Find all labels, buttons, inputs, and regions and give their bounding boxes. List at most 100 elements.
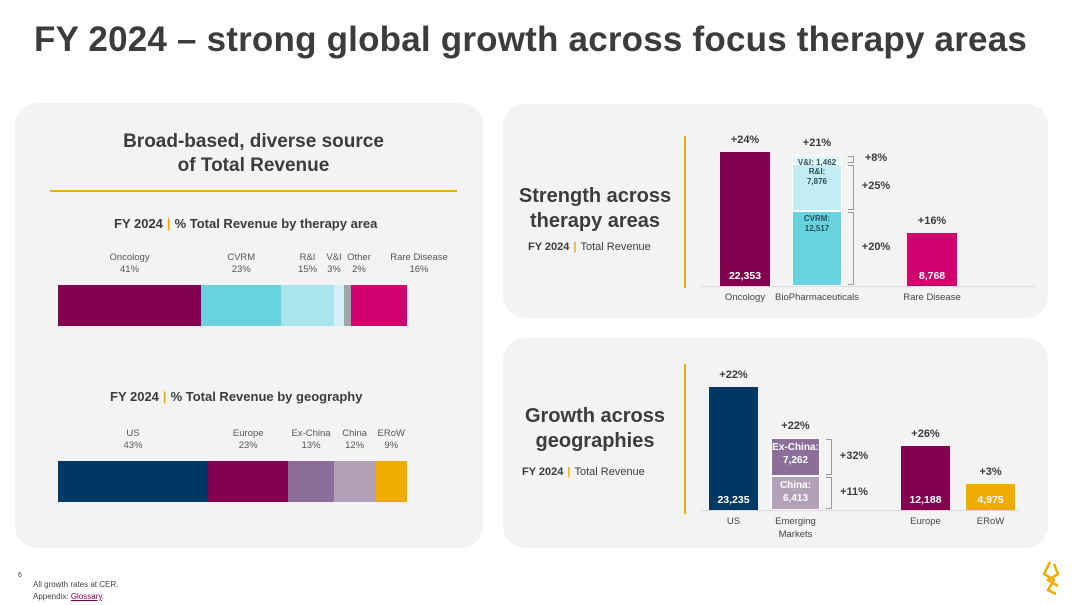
mix-label: V&I 3%: [326, 252, 341, 276]
mix-label: Europe 23%: [233, 428, 264, 452]
stack-growth: +25%: [861, 180, 891, 193]
mix-segment-exchina: [288, 461, 334, 502]
stack-segment-cvrm: CVRM: 12,517: [792, 210, 842, 286]
therapy-mix-heading: FY 2024 |% Total Revenue by therapy area: [114, 216, 378, 231]
appendix-label: Appendix:: [33, 592, 69, 601]
x-label: BioPharmaceuticals: [775, 292, 859, 303]
bar-growth: +22%: [719, 369, 748, 382]
mix-label-pct: 12%: [345, 440, 365, 451]
mix-label-name: R&I: [299, 252, 316, 263]
mix-label-name: Europe: [232, 428, 264, 439]
mix-segment-ri: [281, 285, 334, 326]
mix-segment-china: [333, 461, 376, 502]
stack-segment-china: China: 6,413: [771, 476, 820, 510]
geo-mix-heading: FY 2024 |% Total Revenue by geography: [110, 389, 363, 404]
geo-panel-sub: FY 2024 | Total Revenue: [522, 466, 645, 478]
mix-label-name: US: [126, 428, 140, 439]
title-line: therapy areas: [529, 210, 661, 232]
stack-growth: +20%: [861, 241, 891, 254]
title-line: of Total Revenue: [177, 155, 330, 176]
title-line: Growth across: [524, 405, 666, 427]
bar-europe: 12,188: [901, 445, 950, 510]
stack-value: 12,517: [804, 223, 830, 233]
mix-label: Oncology 41%: [109, 252, 149, 276]
mix-label-pct: 15%: [298, 264, 318, 275]
bar-growth: +24%: [730, 133, 760, 146]
mix-label-name: Rare Disease: [390, 252, 448, 263]
baseline: [700, 286, 1036, 287]
mix-label-name: Oncology: [109, 252, 150, 263]
stack-growth: +11%: [840, 486, 868, 499]
mix-label-pct: 16%: [409, 264, 429, 275]
mix-label: China 12%: [342, 428, 367, 452]
mix-label: Rare Disease 16%: [390, 252, 448, 276]
mix-label-name: ERoW: [377, 428, 406, 439]
therapy-mix-bar: [58, 285, 407, 326]
therapy-panel-sub: FY 2024 | Total Revenue: [528, 241, 651, 253]
x-label: Rare Disease: [903, 292, 961, 303]
mix-label-pct: 23%: [231, 264, 251, 275]
bar-oncology: 22,353: [720, 151, 770, 286]
stack-label: Ex-China: 7,262: [772, 439, 819, 467]
baseline: [700, 510, 1020, 511]
bar-erow: 4,975: [966, 483, 1015, 510]
mix-label: US 43%: [124, 428, 143, 452]
footnote: All growth rates at CER.: [33, 580, 119, 589]
divider: [684, 136, 686, 288]
stack-segment-vi: V&I: 1,462: [792, 154, 842, 167]
bar-raredisease: 8,768: [907, 233, 957, 286]
stack-label: R&I: 7,876: [793, 165, 841, 187]
title-line: Strength across: [518, 185, 672, 207]
divider: [684, 364, 686, 514]
stack-segment-ri: R&I: 7,876: [792, 163, 842, 211]
page-title: FY 2024 – strong global growth across fo…: [34, 20, 1028, 59]
stack-label: China: 6,413: [772, 477, 819, 505]
bar-value: 23,235: [717, 493, 750, 506]
stack-name: R&I:: [808, 166, 826, 176]
x-label: Europe: [910, 516, 941, 527]
mix-label-name: China: [342, 428, 368, 439]
bracket: [848, 211, 854, 285]
stack-value: 6,413: [782, 493, 809, 505]
bracket: [826, 438, 832, 476]
bar-value: 8,768: [918, 269, 946, 282]
revenue-mix-title: Broad-based, diverse source of Total Rev…: [50, 130, 457, 178]
stack-growth: +32%: [839, 449, 869, 462]
stack-name: CVRM:: [803, 213, 831, 223]
bar-value: 12,188: [909, 493, 942, 506]
title-line: Broad-based, diverse source: [123, 131, 384, 152]
heading-year: FY 2024: [114, 216, 163, 231]
mix-label-pct: 43%: [123, 440, 143, 451]
sub-year: FY 2024: [528, 241, 570, 253]
mix-label-pct: 3%: [327, 264, 341, 275]
bracket: [826, 477, 832, 509]
bar-growth: +3%: [979, 465, 1002, 478]
mix-label: R&I 15%: [298, 252, 317, 276]
x-label: ERoW: [976, 516, 1005, 527]
sub-text: Total Revenue: [574, 466, 645, 478]
stack-label: V&I: 1,462: [793, 156, 841, 168]
bar-growth: +21%: [802, 136, 832, 149]
mix-label: Ex-China 13%: [291, 428, 330, 452]
mix-label-pct: 13%: [301, 440, 321, 451]
heading-text: % Total Revenue by therapy area: [174, 216, 378, 231]
divider: [50, 190, 457, 192]
glossary-link[interactable]: Glossary: [70, 592, 102, 601]
stack-label: CVRM: 12,517: [793, 212, 841, 234]
sub-text: Total Revenue: [580, 241, 651, 253]
x-label: US: [726, 516, 741, 527]
mix-label-name: Ex-China: [291, 428, 331, 439]
page-number: 6: [18, 572, 22, 579]
stack-name: V&I: 1,462: [797, 157, 837, 167]
mix-label-pct: 2%: [352, 264, 366, 275]
bar-growth: +16%: [917, 215, 947, 228]
mix-label-pct: 9%: [384, 440, 399, 451]
mix-label: Other 2%: [347, 252, 371, 276]
bar-value: 4,975: [977, 493, 1004, 506]
mix-segment-cvrm: [201, 285, 282, 326]
mix-label-name: V&I: [326, 252, 342, 263]
stack-value: 7,262: [782, 454, 809, 466]
period: .: [101, 592, 105, 601]
appendix-note: Appendix: Glossary.: [33, 592, 104, 601]
mix-label-name: CVRM: [227, 252, 256, 263]
